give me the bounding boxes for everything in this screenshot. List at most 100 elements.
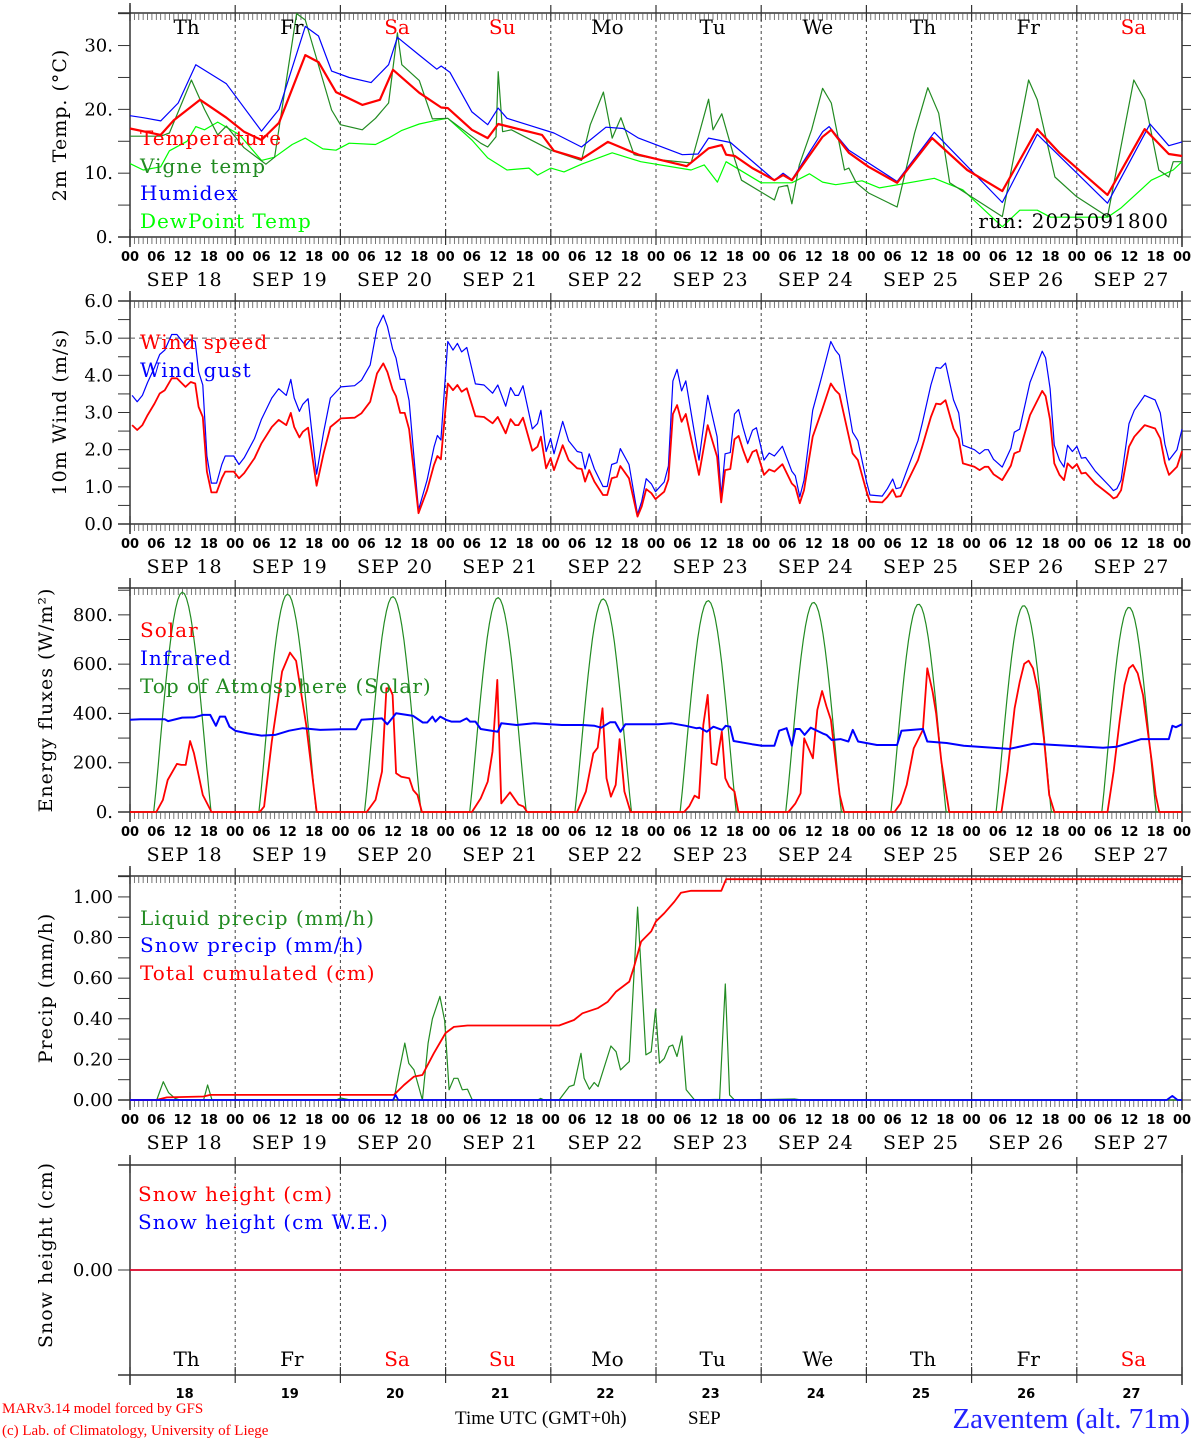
weekday-label: Th [910, 15, 936, 39]
hour-label: 00 [1173, 537, 1191, 552]
date-label: SEP 20 [357, 556, 433, 578]
hour-label: 18 [936, 1113, 954, 1128]
hour-label: 18 [410, 537, 428, 552]
date-label: SEP 27 [1093, 1132, 1169, 1154]
hour-label: 18 [621, 1113, 639, 1128]
hour-label: 00 [857, 825, 875, 840]
hour-label: 06 [778, 537, 796, 552]
lab-credit: (c) Lab. of Climatology, University of L… [2, 1423, 269, 1439]
hour-label: 12 [489, 825, 507, 840]
hour-label: 12 [700, 825, 718, 840]
hour-label: 18 [831, 537, 849, 552]
energy-ytick-label: 0. [96, 802, 113, 823]
hour-label: 00 [121, 1113, 139, 1128]
wind-ytick-label: 4.0 [84, 365, 113, 386]
hour-label: 18 [410, 825, 428, 840]
hour-label: 18 [410, 1113, 428, 1128]
hour-label: 12 [1120, 825, 1138, 840]
hour-label: 12 [279, 825, 297, 840]
hour-label: 18 [305, 250, 323, 265]
hour-label: 18 [515, 1113, 533, 1128]
wind-ytick-label: 6.0 [84, 291, 113, 312]
weekday-label: Su [489, 15, 516, 39]
date-label: SEP 26 [988, 269, 1064, 291]
weekday-label: Fr [1016, 15, 1040, 39]
hour-label: 00 [752, 250, 770, 265]
energy-ylabel: Energy fluxes (W/m²) [35, 588, 57, 813]
hour-label: 18 [1041, 250, 1059, 265]
toa-solar-line [130, 591, 1182, 813]
hour-label: 12 [594, 537, 612, 552]
hour-label: 12 [594, 1113, 612, 1128]
hour-label: 12 [174, 1113, 192, 1128]
hour-label: 18 [515, 825, 533, 840]
date-label: SEP 19 [252, 844, 328, 866]
hour-label: 12 [384, 825, 402, 840]
hour-label: 06 [568, 825, 586, 840]
legend-liquid-precip: Liquid precip (mm/h) [140, 906, 375, 930]
legend-toa: Top of Atmosphere (Solar) [140, 674, 432, 698]
weekday-label: Sa [1121, 1347, 1147, 1371]
hour-label: 06 [147, 825, 165, 840]
weekday-label: Sa [384, 15, 410, 39]
weekday-label: Fr [280, 1347, 304, 1371]
hour-label: 18 [200, 1113, 218, 1128]
weekday-label: Fr [1016, 1347, 1040, 1371]
date-label: SEP 20 [357, 269, 433, 291]
hour-label: 00 [752, 1113, 770, 1128]
hour-label: 12 [1120, 537, 1138, 552]
hour-label: 18 [936, 825, 954, 840]
hour-label: 06 [358, 250, 376, 265]
hour-label: 12 [700, 250, 718, 265]
temperature-ylabel: 2m Temp. (°C) [49, 49, 71, 202]
humidex-line [129, 25, 1183, 204]
hour-label: 00 [226, 1113, 244, 1128]
hour-label: 00 [1173, 825, 1191, 840]
hour-label: 12 [805, 537, 823, 552]
energy-ytick-label: 800. [73, 605, 113, 626]
energy-ytick-label: 400. [73, 703, 113, 724]
temperature-line [129, 53, 1183, 196]
legend-snow-height-we: Snow height (cm W.E.) [138, 1210, 389, 1234]
temperature-ytick-label: 30. [84, 36, 113, 57]
day-number-label: 27 [1122, 1387, 1140, 1402]
date-label: SEP 22 [567, 844, 643, 866]
hour-label: 12 [805, 250, 823, 265]
hour-label: 06 [778, 250, 796, 265]
hour-label: 12 [910, 250, 928, 265]
date-label: SEP 18 [147, 556, 223, 578]
hour-label: 00 [963, 250, 981, 265]
hour-label: 00 [857, 250, 875, 265]
wind-ytick-label: 2.0 [84, 440, 113, 461]
legend-total-cumulated: Total cumulated (cm) [140, 961, 376, 985]
legend-infrared: Infrared [140, 646, 232, 670]
model-credit: MARv3.14 model forced by GFS [2, 1401, 203, 1417]
hour-label: 00 [121, 250, 139, 265]
hour-label: 06 [147, 1113, 165, 1128]
hour-label: 00 [331, 825, 349, 840]
hour-label: 00 [437, 250, 455, 265]
wind-speed-line [131, 362, 1183, 518]
hour-label: 00 [226, 825, 244, 840]
hour-label: 00 [121, 825, 139, 840]
time-axis-label: Time UTC (GMT+0h) [455, 1408, 627, 1429]
date-label: SEP 25 [883, 556, 959, 578]
hour-label: 00 [437, 825, 455, 840]
hour-label: 12 [594, 250, 612, 265]
weekday-label: Su [489, 1347, 516, 1371]
hour-label: 12 [805, 825, 823, 840]
wind-ytick-label: 0.0 [84, 514, 113, 535]
day-number-label: 24 [807, 1387, 825, 1402]
hour-label: 00 [542, 537, 560, 552]
station-name: Zaventem (alt. 71m) [952, 1403, 1190, 1435]
hour-label: 06 [884, 825, 902, 840]
date-label: SEP 18 [147, 844, 223, 866]
date-label: SEP 21 [462, 844, 538, 866]
hour-label: 06 [568, 250, 586, 265]
hour-label: 06 [252, 825, 270, 840]
weekday-label: We [802, 15, 833, 39]
energy-ytick-label: 600. [73, 654, 113, 675]
precip-ytick-label: 0.40 [73, 1009, 113, 1030]
